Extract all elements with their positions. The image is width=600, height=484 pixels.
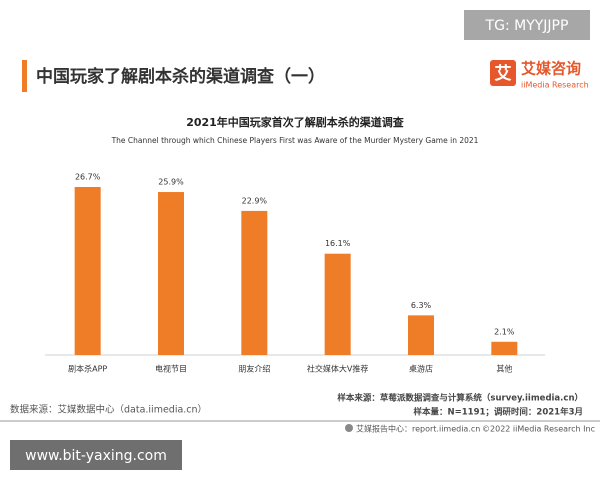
logo-en: iiMedia Research bbox=[521, 81, 589, 90]
x-tick-label: 剧本杀APP bbox=[68, 364, 107, 374]
bar bbox=[324, 253, 351, 355]
sample-size: 样本量：N=1191；调研时间：2021年3月 bbox=[414, 407, 583, 418]
sample-source: 样本来源：草莓派数据调查与计算系统（survey.iimedia.cn） bbox=[337, 393, 583, 404]
x-tick-label: 电视节目 bbox=[155, 364, 187, 374]
value-label: 26.7% bbox=[75, 173, 101, 182]
value-label: 2.1% bbox=[494, 327, 515, 336]
logo-mark: 艾 bbox=[495, 63, 512, 84]
x-tick-label: 桌游店 bbox=[409, 364, 433, 374]
chart-subtitle: The Channel through which Chinese Player… bbox=[111, 136, 479, 145]
footer-icon bbox=[345, 424, 353, 432]
copyright: ©2022 iiMedia Research Inc bbox=[482, 425, 595, 434]
logo-cn: 艾媒咨询 bbox=[521, 60, 581, 78]
bar bbox=[491, 341, 518, 355]
watermark: TG: MYYJJPP bbox=[485, 18, 569, 34]
x-tick-label: 其他 bbox=[496, 364, 512, 374]
bar bbox=[158, 192, 184, 355]
logo-icon bbox=[490, 60, 516, 86]
value-label: 25.9% bbox=[158, 178, 184, 187]
watermark-bottom: www.bit-yaxing.com bbox=[25, 448, 167, 464]
x-tick-label: 朋友介绍 bbox=[238, 364, 270, 374]
report-center: 艾媒报告中心：report.iimedia.cn bbox=[356, 424, 480, 434]
title-accent bbox=[22, 60, 27, 92]
bar bbox=[408, 315, 434, 355]
chart-title: 2021年中国玩家首次了解剧本杀的渠道调查 bbox=[186, 115, 404, 129]
value-label: 6.3% bbox=[411, 301, 432, 310]
bar bbox=[74, 187, 101, 355]
watermark-bottom-box bbox=[10, 440, 182, 470]
value-label: 22.9% bbox=[242, 196, 268, 205]
value-label: 16.1% bbox=[325, 239, 351, 248]
bar bbox=[241, 210, 268, 355]
source: 数据来源：艾媒数据中心（data.iimedia.cn） bbox=[10, 404, 207, 416]
page-title: 中国玩家了解剧本杀的渠道调查（一） bbox=[36, 66, 325, 87]
x-tick-label: 社交媒体大V推荐 bbox=[307, 364, 368, 374]
watermark-box bbox=[464, 10, 590, 40]
